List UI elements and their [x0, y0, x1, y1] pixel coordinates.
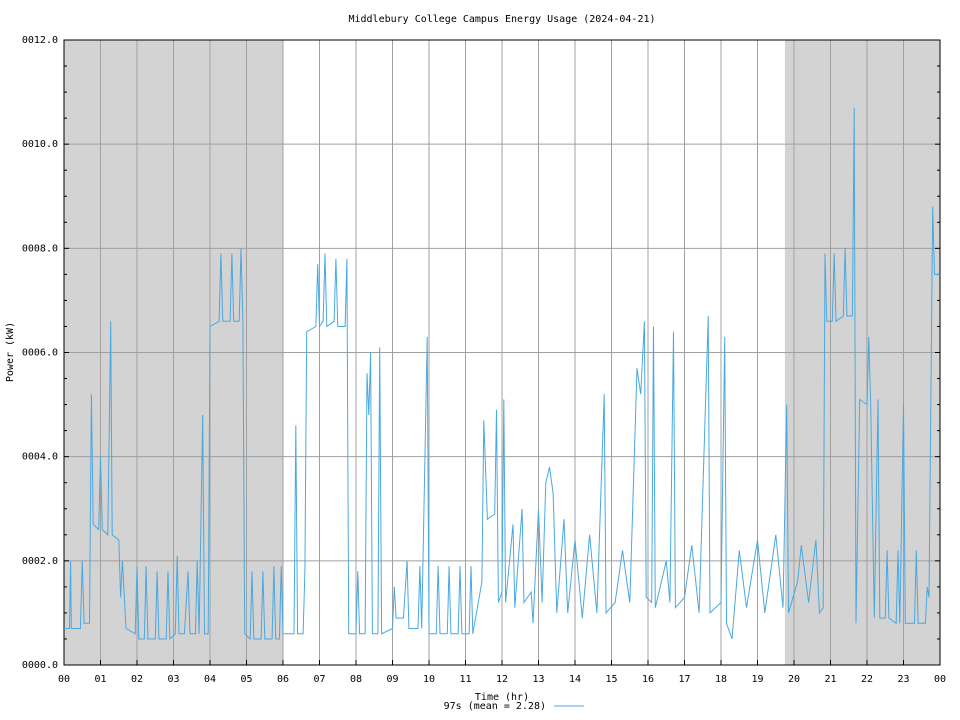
x-tick-label: 23: [897, 674, 909, 685]
x-tick-label: 17: [678, 674, 690, 685]
x-tick-label: 12: [496, 674, 508, 685]
x-tick-label: 16: [642, 674, 654, 685]
y-tick-label: 0006.0: [22, 348, 58, 359]
x-tick-label: 04: [204, 674, 216, 685]
y-tick-label: 0000.0: [22, 660, 58, 671]
y-tick-label: 0002.0: [22, 556, 58, 567]
x-tick-label: 05: [240, 674, 252, 685]
data-line: [64, 107, 940, 641]
x-tick-label: 00: [58, 674, 70, 685]
x-tick-label: 13: [532, 674, 544, 685]
x-tick-label: 00: [934, 674, 946, 685]
x-tick-label: 08: [350, 674, 362, 685]
x-tick-label: 07: [313, 674, 325, 685]
x-tick-label: 09: [386, 674, 398, 685]
y-tick-label: 0004.0: [22, 452, 58, 463]
x-tick-label: 22: [861, 674, 873, 685]
x-axis-label: Time (hr): [475, 692, 529, 703]
x-tick-label: 15: [605, 674, 617, 685]
plot-frame: [63, 39, 941, 666]
x-tick-label: 14: [569, 674, 581, 685]
y-axis-label: Power (kW): [5, 322, 16, 382]
y-tick-label: 0012.0: [22, 35, 58, 46]
x-tick-label: 19: [751, 674, 763, 685]
chart-title: Middlebury College Campus Energy Usage (…: [348, 14, 655, 25]
x-tick-label: 03: [167, 674, 179, 685]
x-tick-label: 06: [277, 674, 289, 685]
x-tick-label: 02: [131, 674, 143, 685]
x-tick-label: 01: [94, 674, 106, 685]
y-tick-label: 0008.0: [22, 243, 58, 254]
x-tick-label: 20: [788, 674, 800, 685]
y-tick-label: 0010.0: [22, 139, 58, 150]
x-tick-label: 10: [423, 674, 435, 685]
x-tick-label: 21: [824, 674, 836, 685]
x-tick-label: 18: [715, 674, 727, 685]
legend-label: 97s (mean = 2.28): [444, 701, 546, 712]
x-tick-label: 11: [459, 674, 471, 685]
